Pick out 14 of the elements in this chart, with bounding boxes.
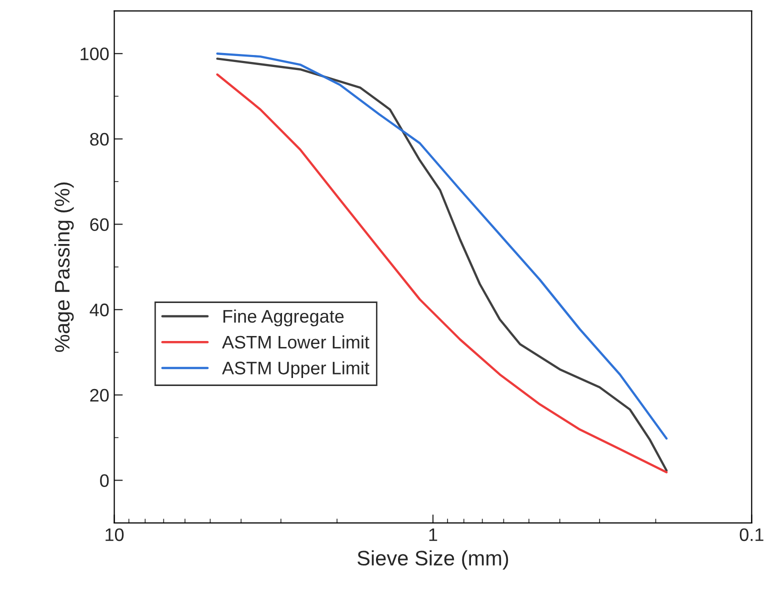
y-tick-label: 60 — [90, 218, 109, 231]
y-tick-label: 40 — [90, 304, 109, 316]
legend-label: ASTM Lower Limit — [222, 335, 370, 349]
y-tick-label: 80 — [90, 132, 109, 146]
x-axis-title: Sieve Size (mm) — [358, 550, 508, 570]
x-tick-label: 1 — [429, 528, 438, 541]
x-tick-label: 0.1 — [740, 528, 764, 542]
x-tick-label: 10 — [106, 528, 124, 542]
y-axis-title: %age Passing (%) — [54, 182, 74, 352]
legend-label: Fine Aggregate — [223, 309, 344, 326]
y-tick-label: 20 — [90, 388, 109, 402]
y-tick-label: 0 — [100, 474, 109, 488]
y-tick-label: 100 — [80, 48, 109, 60]
legend-label: ASTM Upper Limit — [222, 361, 370, 378]
